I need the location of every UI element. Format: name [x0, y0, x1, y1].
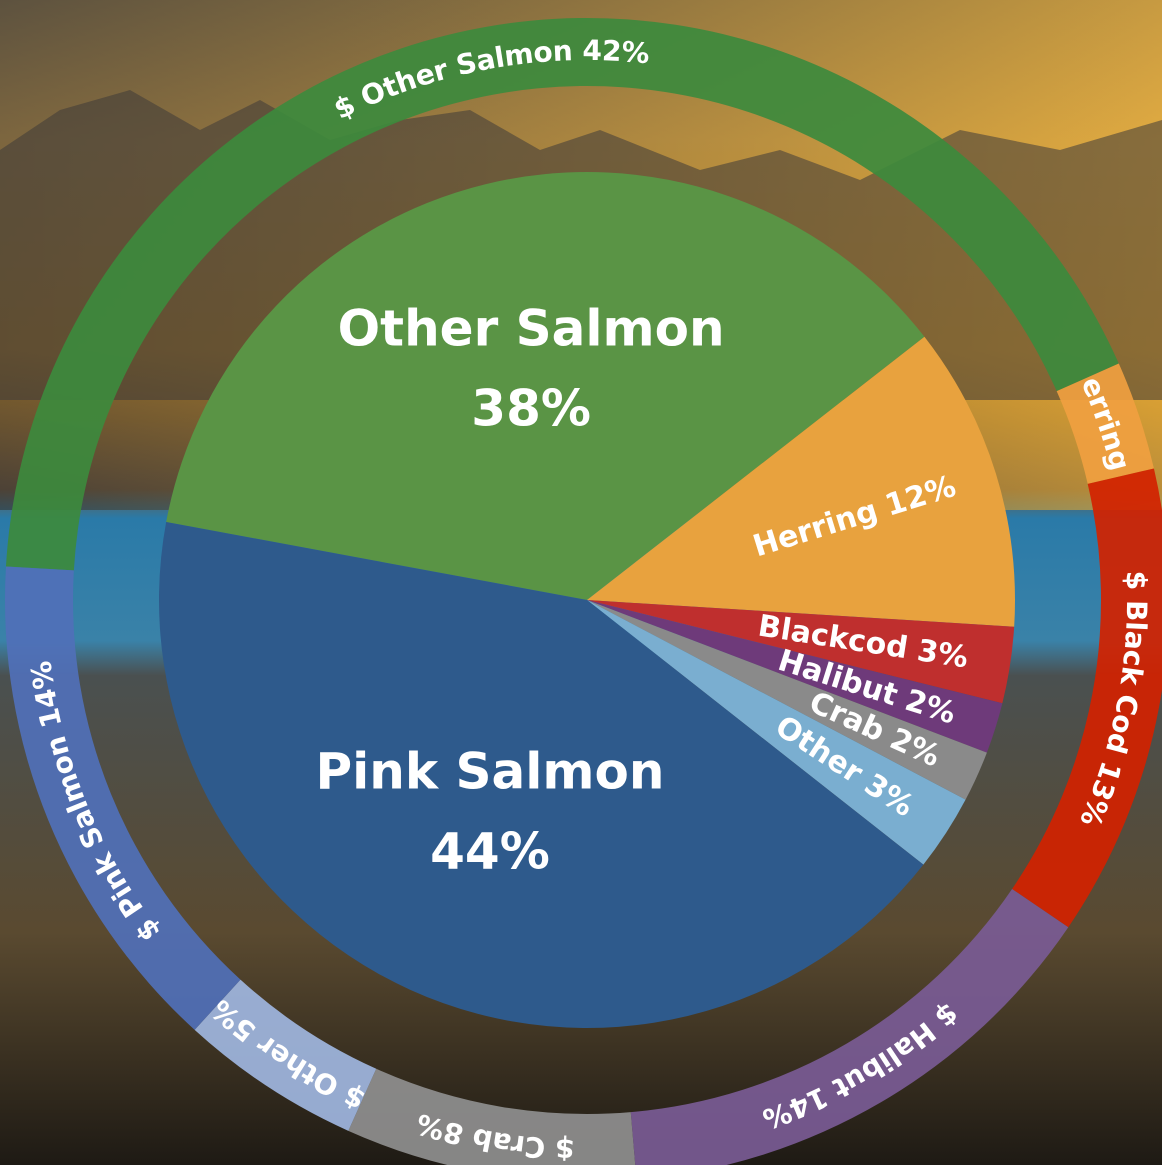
ring-segment: [1012, 468, 1162, 928]
ring-segment: [5, 566, 241, 1030]
pie-slice: [587, 600, 1015, 704]
ring-segment: [348, 1068, 636, 1165]
ring-segment: [1056, 363, 1154, 484]
slice-value: 38%: [471, 379, 591, 437]
slice-name: Pink Salmon: [315, 742, 664, 800]
slice-value: 3%: [915, 633, 971, 675]
slice-label: Other Salmon 38%: [338, 299, 725, 437]
pie-slice: [587, 600, 987, 800]
slice-name: Other Salmon: [338, 299, 725, 357]
ring-segment: [194, 979, 377, 1131]
pie-slice: [587, 600, 1003, 753]
pie-slice: [587, 336, 1015, 627]
slice-label: Pink Salmon 44%: [315, 742, 664, 880]
slice-value: 44%: [430, 822, 550, 880]
pie-slice: [166, 171, 925, 601]
pie-slice: [587, 600, 966, 865]
pie-slice: [158, 522, 924, 1028]
ring-segment: [5, 18, 1119, 571]
ring-segment: [630, 888, 1069, 1165]
